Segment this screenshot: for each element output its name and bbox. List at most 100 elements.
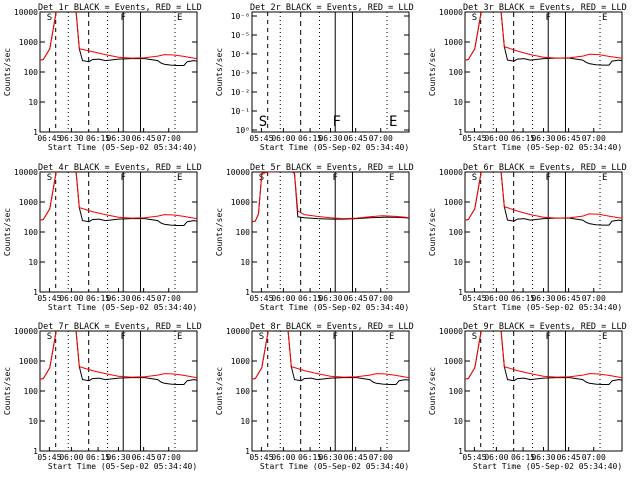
y-tick-label: 100 — [449, 228, 464, 237]
x-tick-label: 06:45 — [37, 134, 61, 143]
y-tick-label: 10 — [28, 258, 38, 267]
x-tick-label: 06:45 — [557, 294, 581, 303]
y-tick-label: 10⁻⁶ — [231, 12, 250, 21]
panel-1: Det 1r BLACK = Events, RED = LLD 1 10 100 10… — [3, 3, 202, 152]
x-tick-label: 05:45 — [249, 134, 273, 143]
x-tick-label: 06:15 — [86, 294, 110, 303]
plot-frame — [39, 11, 198, 133]
events-curve — [465, 12, 622, 66]
y-tick-label: 100 — [236, 387, 251, 396]
y-axis-label: Counts/sec — [428, 367, 437, 415]
panel-title: Det 8r BLACK = Events, RED = LLD — [250, 322, 414, 332]
panel-7: Det 7r BLACK = Events, RED = LLD 1 10 100 10… — [3, 322, 202, 471]
y-tick-label: 10 — [240, 417, 250, 426]
x-axis-label: Start Time (05-Sep-02 05:34:40) — [260, 303, 409, 312]
y-tick-label: 100 — [236, 228, 251, 237]
marker-f: F — [546, 13, 551, 23]
panel-title: Det 7r BLACK = Events, RED = LLD — [38, 322, 202, 332]
x-tick-label: 06:45 — [132, 294, 156, 303]
marker-e: E — [389, 332, 394, 342]
marker-f: F — [333, 114, 341, 130]
x-tick-label: 06:45 — [132, 134, 156, 143]
x-tick-label: 06:30 — [59, 134, 83, 143]
events-curve — [252, 172, 409, 223]
marker-s: S — [472, 13, 477, 23]
x-tick-label: 06:00 — [59, 453, 83, 462]
x-tick-label: 06:15 — [511, 294, 535, 303]
lld-curve — [40, 12, 197, 61]
x-tick-label: 06:45 — [132, 453, 156, 462]
y-tick-label: 1000 — [444, 357, 463, 366]
y-tick-label: 10 — [453, 417, 463, 426]
y-tick-label: 1000 — [444, 198, 463, 207]
x-tick-label: 06:30 — [106, 453, 130, 462]
x-tick-label: 06:00 — [59, 294, 83, 303]
plot-frame — [39, 171, 198, 293]
y-tick-label: 1 — [458, 128, 463, 137]
plot-frame — [251, 330, 410, 452]
marker-f: F — [121, 332, 126, 342]
x-tick-label: 07:00 — [582, 134, 606, 143]
y-tick-label: 10⁰ — [236, 126, 250, 135]
y-axis-label: Counts/sec — [215, 367, 224, 415]
y-tick-label: 10⁻⁵ — [231, 31, 250, 40]
y-tick-label: 10000 — [14, 327, 38, 336]
x-tick-label: 07:00 — [369, 453, 393, 462]
x-tick-label: 06:30 — [531, 134, 555, 143]
x-tick-label: 06:30 — [106, 134, 130, 143]
y-tick-label: 10 — [453, 98, 463, 107]
y-tick-label: 10000 — [14, 8, 38, 17]
x-tick-label: 06:15 — [511, 453, 535, 462]
marker-e: E — [177, 13, 182, 23]
panel-5: Det 5r BLACK = Events, RED = LLD 1 10 100 10… — [215, 163, 414, 312]
y-tick-label: 10000 — [226, 168, 250, 177]
y-axis-label: Counts/sec — [428, 48, 437, 96]
panel-title: Det 6r BLACK = Events, RED = LLD — [463, 163, 627, 173]
y-tick-label: 10000 — [439, 168, 463, 177]
plot-frame — [464, 330, 623, 452]
x-tick-label: 06:45 — [344, 294, 368, 303]
y-tick-label: 1 — [245, 288, 250, 297]
marker-s: S — [259, 114, 267, 130]
x-axis-label: Start Time (05-Sep-02 05:34:40) — [260, 143, 409, 152]
marker-s: S — [472, 173, 477, 183]
plot-frame — [464, 11, 623, 133]
x-tick-label: 05:45 — [37, 453, 61, 462]
y-tick-label: 10 — [453, 258, 463, 267]
marker-f: F — [121, 13, 126, 23]
y-tick-label: 10 — [28, 417, 38, 426]
y-tick-label: 10000 — [439, 8, 463, 17]
x-tick-label: 05:45 — [249, 294, 273, 303]
plot-frame — [251, 171, 410, 293]
y-axis-label: Counts/sec — [215, 48, 224, 96]
x-tick-label: 06:15 — [86, 453, 110, 462]
marker-f: F — [546, 332, 551, 342]
x-tick-label: 06:15 — [511, 134, 535, 143]
x-tick-label: 06:00 — [484, 134, 508, 143]
marker-s: S — [472, 332, 477, 342]
events-curve — [465, 331, 622, 385]
y-axis-label: Counts/sec — [215, 208, 224, 256]
y-tick-label: 10 — [28, 98, 38, 107]
y-tick-label: 1 — [33, 447, 38, 456]
x-axis-label: Start Time (05-Sep-02 05:34:40) — [473, 143, 622, 152]
lld-curve — [252, 172, 409, 223]
y-tick-label: 10⁻⁴ — [231, 50, 250, 59]
x-tick-label: 06:00 — [271, 294, 295, 303]
x-axis-label: Start Time (05-Sep-02 05:34:40) — [48, 462, 197, 471]
x-tick-label: 05:45 — [37, 294, 61, 303]
y-axis-label: Counts/sec — [3, 367, 12, 415]
x-tick-label: 06:00 — [271, 134, 295, 143]
plot-frame — [39, 330, 198, 452]
panel-8: Det 8r BLACK = Events, RED = LLD 1 10 100 10… — [215, 322, 414, 471]
x-tick-label: 06:45 — [557, 134, 581, 143]
panel-title: Det 3r BLACK = Events, RED = LLD — [463, 3, 627, 13]
y-tick-label: 1 — [458, 447, 463, 456]
x-tick-label: 06:30 — [318, 134, 342, 143]
x-axis-label: Start Time (05-Sep-02 05:34:40) — [48, 303, 197, 312]
x-tick-label: 06:45 — [344, 134, 368, 143]
lld-curve — [465, 172, 622, 221]
x-tick-label: 06:15 — [298, 453, 322, 462]
marker-e: E — [602, 13, 607, 23]
